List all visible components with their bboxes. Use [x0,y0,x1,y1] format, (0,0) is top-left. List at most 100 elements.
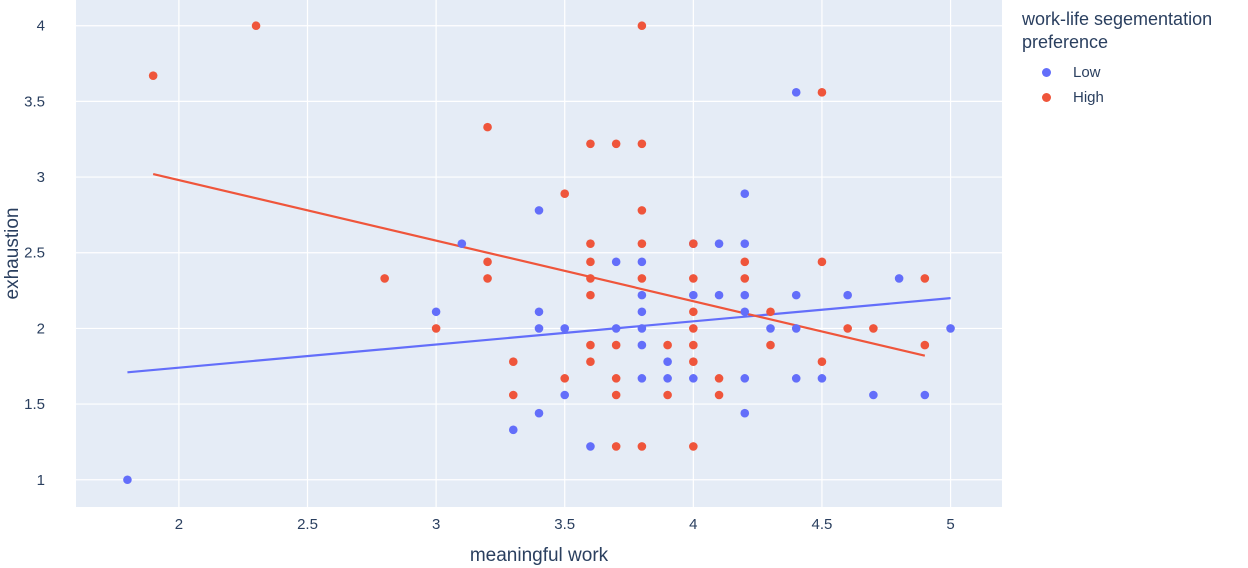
data-point-low [611,257,621,267]
data-point-high [586,139,595,149]
y-tick-label: 2.5 [24,245,45,262]
data-point-low [534,324,544,333]
data-point-low [123,475,132,485]
data-point-high [586,357,595,367]
data-point-low [714,290,724,300]
data-point-high [869,324,878,333]
data-point-low [766,324,775,333]
data-point-low [586,442,595,451]
data-point-high [766,340,775,350]
x-axis-ticks: 2 2.5 3 3.5 4 4.5 5 [175,516,955,533]
legend-item-high[interactable]: High [1022,85,1246,110]
data-point-high [586,290,595,300]
data-point-high [689,274,698,283]
y-tick-label: 3.5 [24,93,45,110]
legend: work-life segementation preference Low H… [1022,8,1246,110]
legend-marker-low [1042,68,1051,77]
data-point-low [740,408,750,418]
data-point-high [508,390,518,400]
data-point-low [560,390,570,400]
data-point-high [714,374,724,383]
data-point-high [560,374,570,383]
data-point-high [663,390,672,400]
data-point-high [586,239,595,248]
data-point-low [740,374,750,383]
data-point-high [740,257,750,267]
data-point-high [611,390,621,400]
data-point-high [817,88,827,97]
y-axis-ticks: 1 1.5 2 2.5 3 3.5 4 [24,18,45,489]
data-point-high [483,257,492,267]
data-point-low [637,257,647,267]
data-point-high [920,274,930,283]
data-point-low [637,307,647,317]
data-point-low [508,425,518,435]
data-point-high [689,239,698,248]
data-point-low [663,357,672,367]
data-point-low [817,374,827,383]
x-tick-label: 4 [689,516,697,533]
data-point-high [611,442,621,451]
data-point-high [817,257,827,267]
data-point-low [740,307,750,317]
data-point-low [869,390,878,400]
data-point-low [791,374,801,383]
data-point-high [637,139,647,149]
data-point-low [714,239,724,248]
data-point-low [894,274,904,283]
data-point-low [637,324,647,333]
data-point-high [251,21,261,31]
data-point-high [431,324,441,333]
data-point-high [637,239,647,248]
legend-label-high: High [1073,89,1104,106]
data-point-low [920,390,930,400]
legend-title: work-life segementation preference [1022,9,1213,52]
data-point-low [740,290,750,300]
data-point-low [791,290,801,300]
data-point-low [946,324,955,333]
data-point-high [689,340,698,350]
x-tick-label: 3 [432,516,440,533]
data-point-high [817,357,827,367]
data-point-high [843,324,852,333]
data-point-low [611,324,621,333]
x-tick-label: 2.5 [297,516,318,533]
data-point-low [843,290,852,300]
data-point-high [689,442,698,451]
data-point-low [740,189,750,199]
data-point-low [740,239,750,248]
data-point-high [586,257,595,267]
data-point-low [689,290,698,300]
data-point-high [560,189,570,199]
data-point-high [689,357,698,367]
data-point-low [637,340,647,350]
data-point-low [791,324,801,333]
x-tick-label: 2 [175,516,183,533]
data-point-low [534,206,544,215]
data-point-low [534,408,544,418]
data-point-high [637,206,647,215]
data-point-low [457,239,467,248]
data-point-low [637,374,647,383]
data-point-high [611,340,621,350]
data-point-high [637,442,647,451]
legend-marker-high [1042,93,1051,102]
data-point-low [663,374,672,383]
data-point-low [689,374,698,383]
data-point-low [560,324,570,333]
data-point-high [483,122,492,132]
y-tick-label: 1 [37,472,45,489]
plot-area [76,0,1002,507]
data-point-high [714,390,724,400]
legend-item-low[interactable]: Low [1022,60,1246,85]
data-points [123,21,955,485]
data-point-high [586,274,595,283]
data-point-low [637,290,647,300]
y-tick-label: 4 [37,18,45,35]
data-point-high [611,139,621,149]
data-point-low [791,88,801,97]
data-point-high [637,274,647,283]
data-point-high [586,340,595,350]
x-tick-label: 5 [946,516,954,533]
